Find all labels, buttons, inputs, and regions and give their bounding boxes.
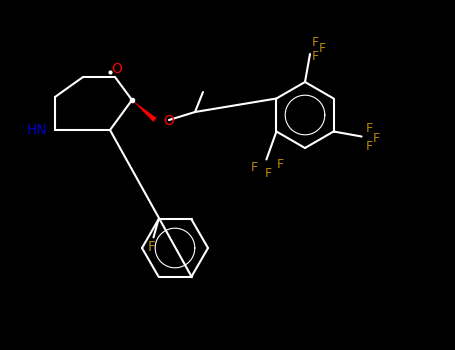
Text: F: F <box>147 240 156 254</box>
Text: F: F <box>311 50 318 63</box>
Text: F: F <box>251 161 258 174</box>
Text: F: F <box>366 140 373 153</box>
Text: F: F <box>311 35 318 49</box>
Text: HN: HN <box>26 123 47 137</box>
Text: F: F <box>366 122 373 135</box>
Text: O: O <box>111 62 122 76</box>
Text: F: F <box>277 158 284 171</box>
Polygon shape <box>132 100 157 122</box>
Text: F: F <box>265 167 272 180</box>
Text: O: O <box>163 114 174 128</box>
Text: F: F <box>318 42 326 56</box>
Text: F: F <box>373 132 380 145</box>
